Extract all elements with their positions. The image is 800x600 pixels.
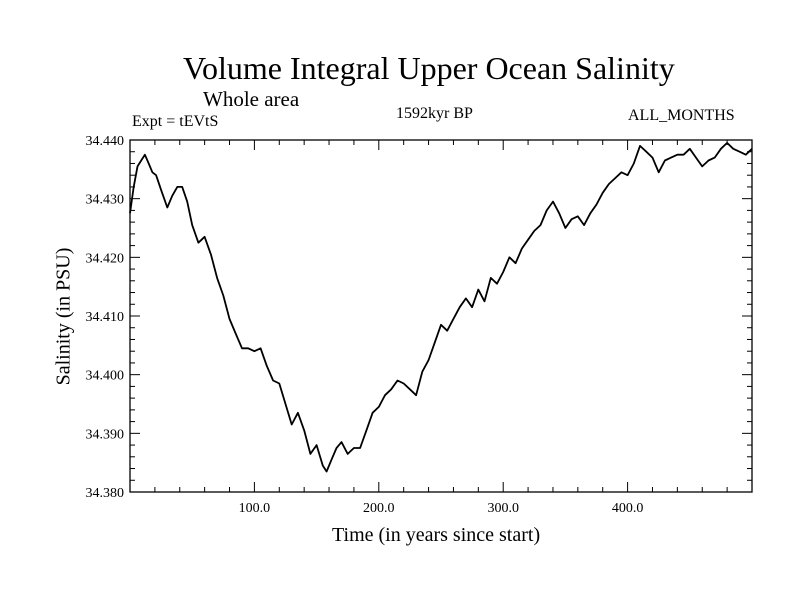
x-tick-label: 100.0	[239, 501, 271, 516]
chart-title: Volume Integral Upper Ocean Salinity	[183, 50, 675, 86]
series-lines	[129, 141, 753, 473]
y-tick-label: 34.420	[86, 251, 125, 266]
x-tick-label: 300.0	[487, 501, 519, 516]
y-tick-label: 34.410	[86, 310, 125, 325]
plot-frame	[129, 139, 753, 493]
x-axis-label: Time (in years since start)	[332, 524, 541, 546]
x-tick-label: 200.0	[363, 501, 395, 516]
y-tick-label: 34.400	[86, 369, 125, 384]
y-tick-label: 34.440	[86, 134, 125, 149]
months-label: ALL_MONTHS	[628, 107, 735, 124]
axis-ticks	[130, 140, 752, 492]
period-label: 1592kyr BP	[396, 105, 473, 122]
x-tick-label: 400.0	[612, 501, 644, 516]
y-tick-label: 34.430	[86, 193, 125, 208]
y-tick-label: 34.390	[86, 427, 125, 442]
experiment-label: Expt = tEVtS	[132, 113, 219, 130]
y-tick-label: 34.380	[86, 486, 125, 501]
chart-subtitle: Whole area	[203, 87, 300, 111]
series-line-salinity	[129, 141, 753, 473]
axis-tick-labels: 100.0 200.0 300.0 400.0 34.380 34.390 34.400 34…	[86, 134, 644, 516]
